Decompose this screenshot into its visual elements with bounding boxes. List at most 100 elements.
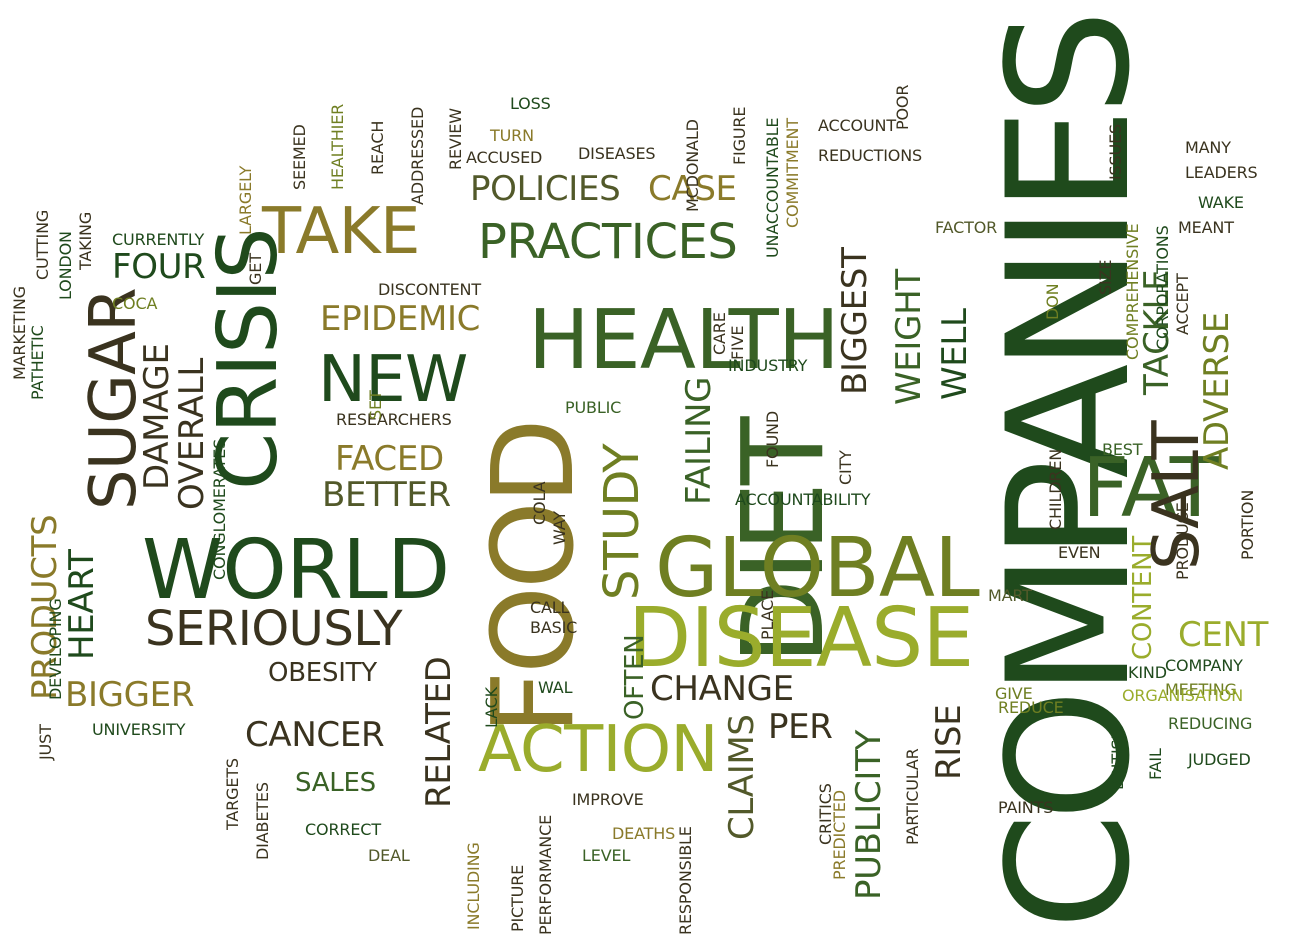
word-public: PUBLIC <box>565 398 622 417</box>
word-wal: WAL <box>538 678 573 697</box>
word-obesity: OBESITY <box>268 658 377 688</box>
word-conglomerates: CONGLOMERATES <box>210 438 229 580</box>
word-fail: FAIL <box>1146 748 1165 780</box>
word-action: ACTION <box>478 713 718 787</box>
word-don: DON <box>1043 283 1062 320</box>
word-study: STUDY <box>594 443 650 600</box>
word-city: CITY <box>836 450 855 485</box>
word-university: UNIVERSITY <box>92 720 186 739</box>
word-targets: TARGETS <box>223 758 242 830</box>
word-biggest: BIGGEST <box>835 247 875 396</box>
word-rise: RISE <box>929 704 969 780</box>
word-improve: IMPROVE <box>572 790 644 809</box>
word-basic: BASIC <box>530 618 578 637</box>
word-four: FOUR <box>112 247 206 287</box>
word-factor: FACTOR <box>935 218 998 237</box>
word-figure: FIGURE <box>730 106 749 165</box>
word-deaths: DEATHS <box>612 824 676 843</box>
word-epidemic: EPIDEMIC <box>320 299 481 339</box>
word-responsible: RESPONSIBLE <box>676 826 695 935</box>
word-seemed: SEEMED <box>290 124 309 190</box>
word-particular: PARTICULAR <box>903 748 922 845</box>
word-care: CARE <box>710 312 729 355</box>
word-found: FOUND <box>763 411 782 468</box>
word-comprehensive: COMPREHENSIVE <box>1123 223 1142 360</box>
word-mart: MART <box>988 586 1032 605</box>
word-predicted: PREDICTED <box>830 790 849 880</box>
word-unaccountable: UNACCOUNTABLE <box>763 117 782 258</box>
word-practices: PRACTICES <box>478 214 738 270</box>
word-marketing: MARKETING <box>10 286 29 380</box>
word-discontent: DISCONTENT <box>378 280 481 299</box>
word-cola: COLA <box>530 481 549 525</box>
word-account: ACCOUNT <box>818 116 896 135</box>
word-well: WELL <box>935 308 975 400</box>
word-correct: CORRECT <box>305 820 381 839</box>
word-call: CALL <box>530 598 570 617</box>
word-claims: CLAIMS <box>722 714 762 840</box>
word-take: TAKE <box>262 195 420 269</box>
word-lack: LACK <box>482 687 501 728</box>
word-paints: PAINTS <box>998 798 1054 817</box>
word-reductions: REDUCTIONS <box>818 146 923 165</box>
word-sales: SALES <box>295 768 376 798</box>
word-accountability: ACCOUNTABILITY <box>735 490 871 509</box>
word-cent: CENT <box>1178 615 1269 655</box>
word-cancer: CANCER <box>245 715 385 755</box>
word-meeting: MEETING <box>1165 680 1237 699</box>
word-best: BEST <box>1102 440 1143 459</box>
word-currently: CURRENTLY <box>112 230 205 249</box>
word-disease: DISEASE <box>628 591 974 686</box>
word-content: CONTENT <box>1128 536 1158 660</box>
word-set: SET <box>366 390 385 420</box>
word-per: PER <box>768 707 833 747</box>
word-seriously: SERIOUSLY <box>145 601 403 657</box>
word-turn: TURN <box>490 126 534 145</box>
word-accused: ACCUSED <box>466 148 543 167</box>
word-diseases: DISEASES <box>578 144 656 163</box>
word-even: EVEN <box>1058 543 1101 562</box>
word-kind: KIND <box>1128 663 1167 682</box>
word-judged: JUDGED <box>1188 750 1251 769</box>
word-produce: PRODUCE <box>1173 502 1192 580</box>
word-damage: DAMAGE <box>137 343 177 490</box>
word-researchers: RESEARCHERS <box>336 410 452 429</box>
word-place: PLACE <box>758 589 777 640</box>
word-world: WORLD <box>142 523 450 618</box>
word-diabetes: DIABETES <box>253 782 272 860</box>
word-british: BRITISH <box>1108 727 1127 790</box>
word-issues: ISSUES <box>1106 123 1125 180</box>
word-faced: FACED <box>335 439 444 479</box>
word-organisation: ORGANISATION <box>1122 686 1244 705</box>
word-adverse: ADVERSE <box>1197 312 1237 470</box>
word-deal: DEAL <box>368 846 410 865</box>
word-get: GET <box>246 253 265 285</box>
word-industry: INDUSTRY <box>728 356 808 375</box>
word-health: HEALTH <box>528 293 840 388</box>
word-wake: WAKE <box>1198 193 1244 212</box>
word-coca: COCA <box>112 294 158 313</box>
word-reach: REACH <box>368 120 387 175</box>
word-cutting: CUTTING <box>33 209 52 280</box>
word-pathetic: PATHETIC <box>28 325 47 400</box>
word-failing: FAILING <box>679 376 719 505</box>
word-mcdonald: MCDONALD <box>683 119 702 212</box>
word-including: INCLUDING <box>464 842 483 930</box>
word-corporations: CORPORATIONS <box>1153 225 1172 350</box>
word-way: WAY <box>550 511 569 545</box>
word-bigger: BIGGER <box>65 675 195 715</box>
word-better: BETTER <box>322 475 451 515</box>
word-performance: PERFORMANCE <box>536 814 555 935</box>
word-give: GIVE <box>995 684 1033 703</box>
word-poor: POOR <box>893 84 912 130</box>
word-developing: DEVELOPING <box>46 598 65 700</box>
word-global: GLOBAL <box>655 521 980 616</box>
word-review: REVIEW <box>446 108 465 170</box>
word-policies: POLICIES <box>470 169 621 209</box>
word-fat: FAT <box>1082 441 1220 536</box>
word-case: CASE <box>648 169 737 209</box>
word-heart: HEART <box>62 549 102 660</box>
word-london: LONDON <box>56 231 75 300</box>
word-leaders: LEADERS <box>1185 163 1258 182</box>
